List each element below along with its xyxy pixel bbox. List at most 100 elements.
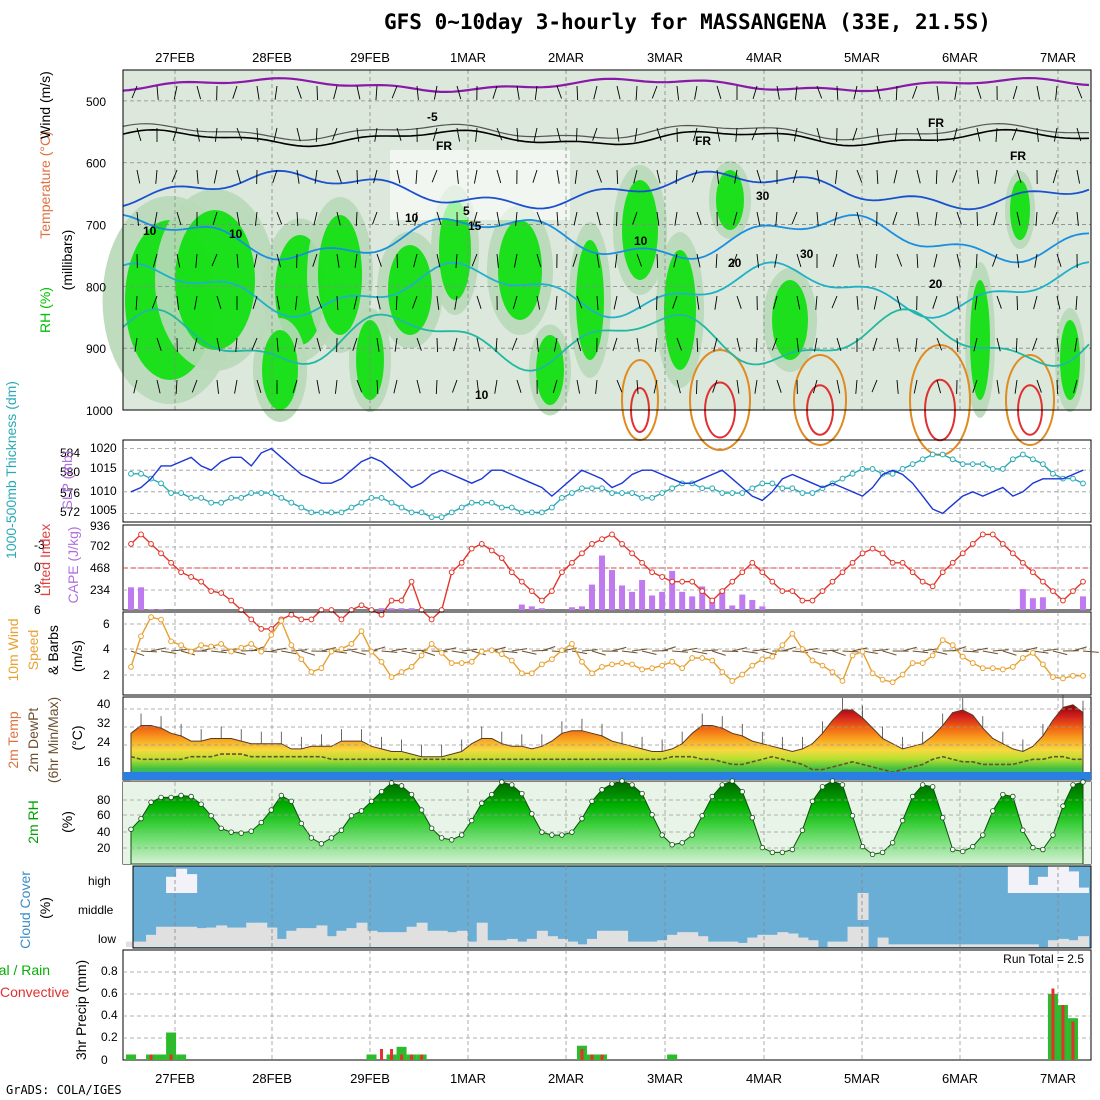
wind10-speed-line-point — [538, 661, 545, 668]
wind-barb — [572, 253, 578, 267]
cape-bar — [649, 595, 656, 610]
wind-barb — [336, 253, 340, 268]
wind-barb — [556, 127, 561, 142]
wind-barb — [436, 295, 440, 310]
thickness-line-point — [208, 499, 215, 506]
wind-barb — [752, 85, 758, 100]
cape-bar — [1039, 597, 1046, 610]
thickness-line-point — [699, 485, 706, 492]
rh2m-point — [869, 851, 876, 858]
lifted-index-line-point — [619, 540, 625, 547]
thickness-line-point — [709, 485, 716, 492]
cloud-bar-low — [566, 941, 578, 947]
rh2m-point — [929, 784, 936, 790]
wind-barb — [771, 337, 778, 351]
wind10-speed-line-point — [178, 642, 185, 649]
wind-barb — [216, 379, 220, 394]
slp-tick-label: 1015 — [90, 461, 117, 475]
rh-contour-green — [622, 180, 658, 280]
wind10-speed-line-point — [819, 662, 826, 669]
contour-label: 10 — [475, 388, 489, 402]
wind-barb — [676, 85, 680, 100]
thickness-line-point — [1029, 456, 1036, 463]
wind-barb — [254, 211, 258, 226]
cloud-bar-low — [1017, 944, 1029, 947]
wind-barb — [616, 379, 623, 393]
cloud-bar-low — [827, 941, 839, 947]
wind-barb — [976, 211, 978, 226]
wind10-speed-line-point — [548, 656, 555, 663]
lifted-index-line-point — [579, 550, 585, 557]
wind-barb — [1055, 85, 1058, 100]
thickness-line-point — [358, 499, 365, 506]
rh2m-label: 2m RH — [25, 800, 41, 844]
rh2m-unit: (%) — [59, 811, 75, 833]
date-label-bottom: 6MAR — [942, 1071, 978, 1086]
rh-contour-green — [772, 280, 808, 360]
thickness-line-point — [609, 490, 615, 496]
wind-barb — [935, 169, 938, 184]
lifted-index-line-point — [308, 616, 315, 623]
wind-barb — [754, 379, 758, 394]
cape-bar — [568, 607, 575, 610]
isotherm-minus5 — [122, 76, 1090, 93]
wind-barb — [156, 379, 161, 394]
wind10-barb — [812, 650, 828, 655]
precip-total-bar — [166, 1032, 177, 1060]
precip-convective-bar — [390, 1049, 394, 1060]
date-label-bottom: 7MAR — [1040, 1071, 1076, 1086]
wind10-barb — [1042, 648, 1059, 652]
wind10-speed-line-point — [1029, 649, 1036, 656]
contour-label: 30 — [800, 247, 814, 261]
rh2m-point — [759, 844, 766, 851]
wind-barb — [1035, 211, 1038, 226]
lifted-index-line-point — [468, 545, 475, 552]
wind-barb — [212, 211, 218, 226]
wind-barb — [732, 211, 738, 226]
rh2m-point — [408, 791, 415, 798]
cape-bar — [538, 608, 545, 610]
wind-barb — [735, 127, 738, 142]
thickness-line-point — [188, 494, 195, 501]
wind10-barb — [832, 650, 846, 657]
lifted-index-line-point — [629, 550, 635, 557]
cloud-bar-low — [406, 926, 418, 947]
wind-barb — [816, 127, 822, 142]
cape-bar — [609, 570, 616, 610]
wind-barb — [1016, 169, 1022, 183]
wind-barb — [1036, 379, 1042, 393]
rh2m-point — [398, 783, 405, 789]
wind10-speed-line-point — [989, 665, 996, 672]
wind10-barb — [732, 647, 747, 652]
cloud-bar-high — [1037, 876, 1049, 893]
wind-barb — [416, 379, 421, 394]
wind-barb — [574, 169, 578, 184]
wind-barb — [476, 337, 481, 352]
wind10-barb — [160, 650, 177, 654]
wind-barb — [934, 211, 938, 226]
contour-label: 20 — [728, 256, 742, 270]
wind-barb — [956, 211, 962, 225]
wind10-speed-line-point — [699, 655, 706, 661]
wind10-barb — [531, 649, 548, 652]
wind-barb — [876, 169, 879, 184]
cape-tick-label: 702 — [90, 539, 110, 553]
precip-convective-bar — [1071, 1021, 1075, 1060]
wind-barb — [155, 169, 158, 184]
wind-barb — [533, 127, 538, 142]
wind-barb — [896, 295, 902, 310]
thickness-line-point — [408, 509, 415, 516]
wind-barb — [576, 379, 581, 394]
rh-contour-green — [664, 250, 696, 370]
wind-barb — [496, 211, 501, 226]
rh2m-point — [739, 788, 745, 795]
thickness-line-point — [859, 466, 866, 472]
cloud-bar-low — [677, 932, 689, 947]
wind-barb — [472, 211, 478, 226]
cloud-bar-low — [446, 932, 458, 947]
lifted-index-line-point — [909, 569, 916, 576]
cloud-bar-low — [226, 927, 238, 947]
wind-barb — [856, 295, 859, 310]
wind-barb — [1016, 211, 1021, 226]
rh2m-point — [829, 778, 836, 784]
